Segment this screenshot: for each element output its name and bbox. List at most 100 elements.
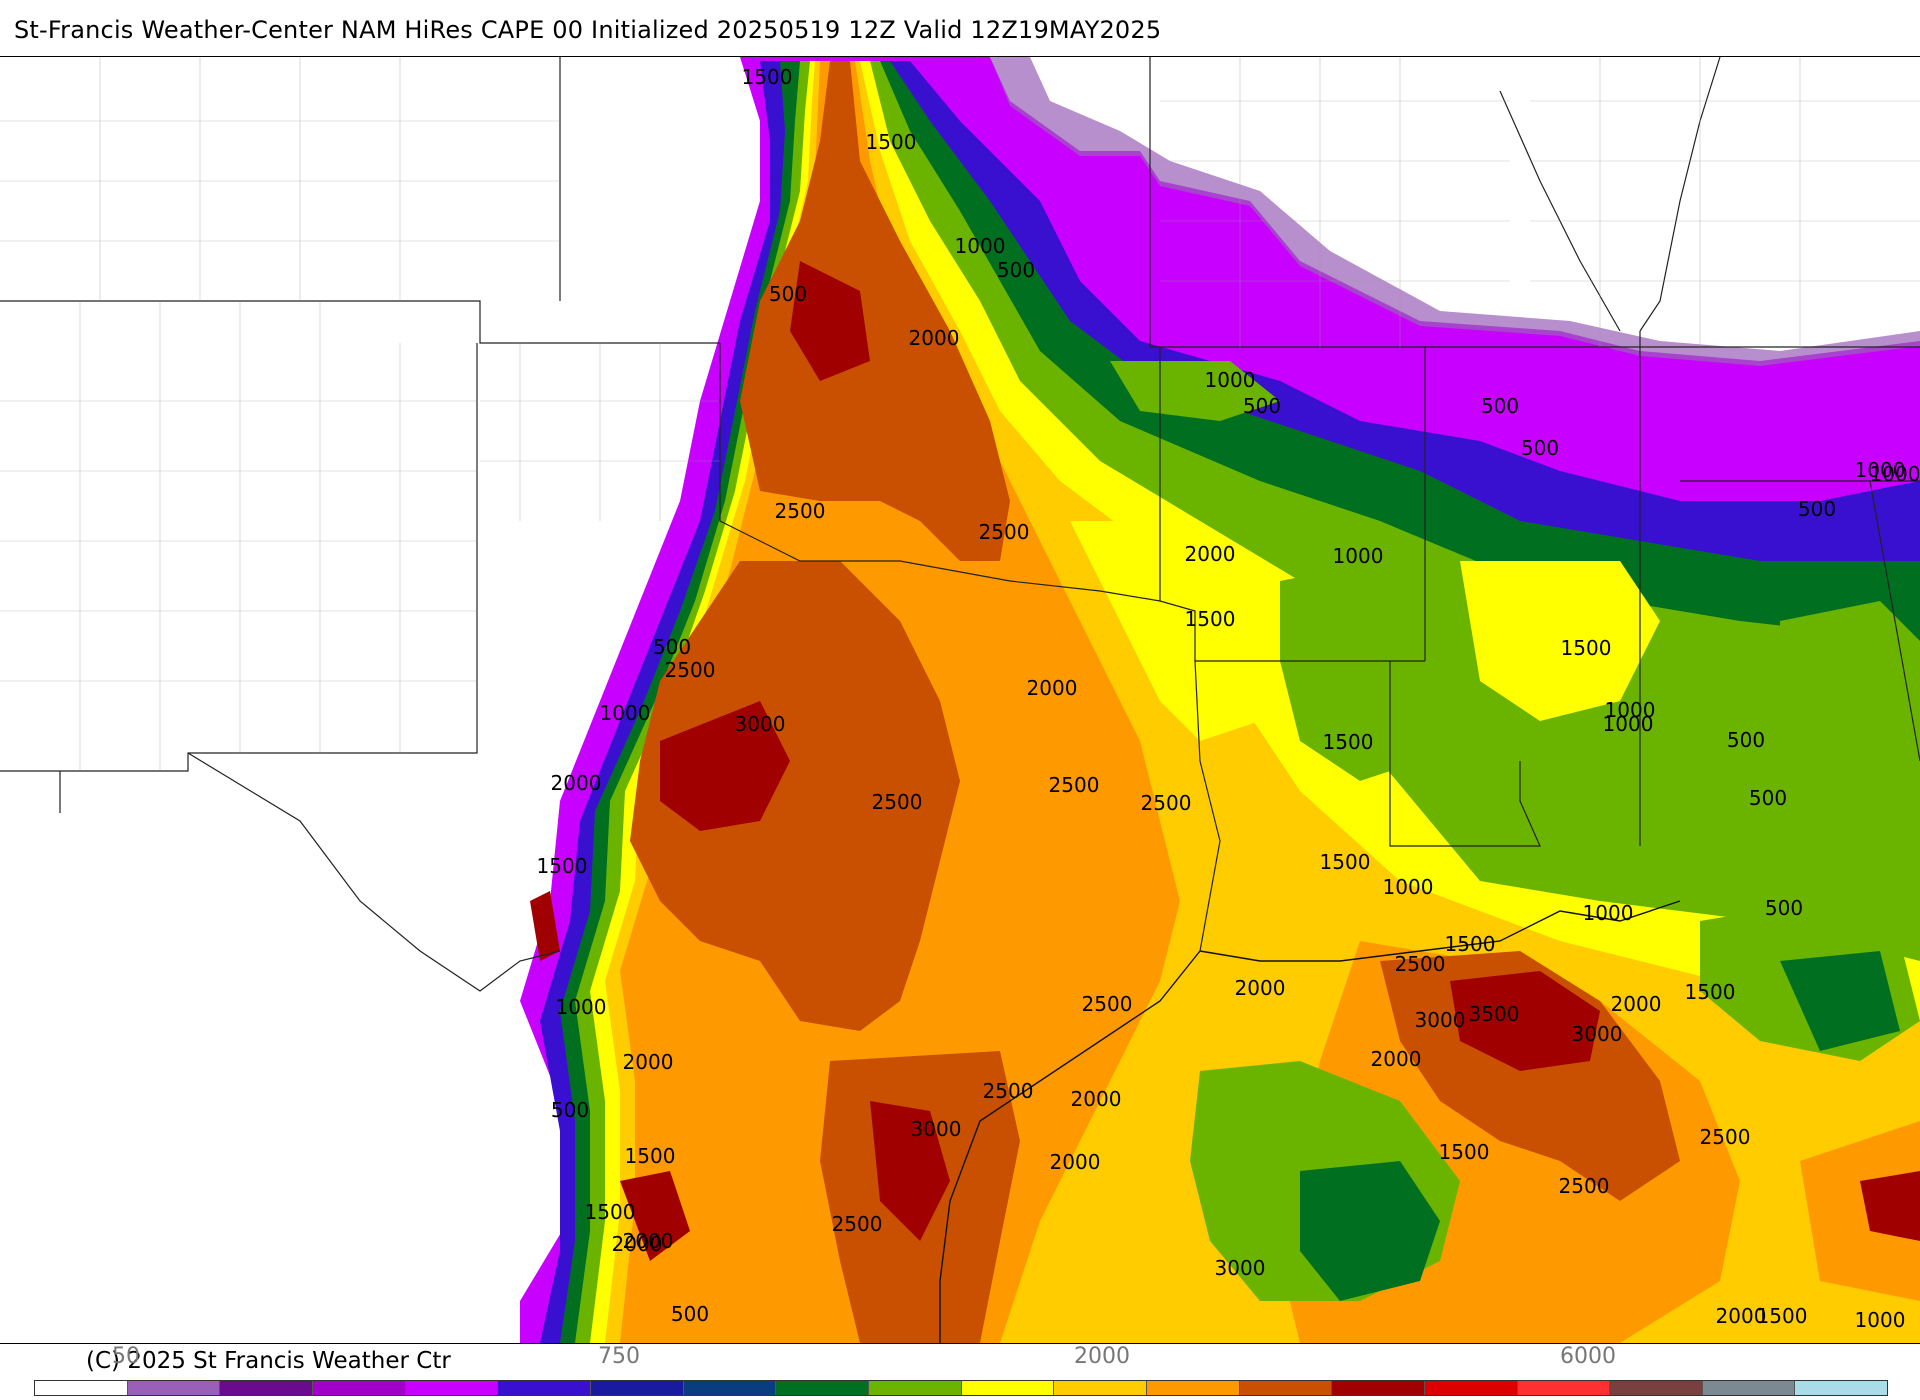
contour-label: 1000 bbox=[1855, 458, 1906, 482]
cape-darkred-2 bbox=[790, 261, 870, 381]
contour-label: 2500 bbox=[1082, 992, 1133, 1016]
contour-label: 3000 bbox=[1215, 1256, 1266, 1280]
legend-swatch bbox=[776, 1381, 869, 1395]
cape-shading bbox=[520, 57, 1920, 1343]
contour-label: 2500 bbox=[1395, 952, 1446, 976]
contour-label: 2500 bbox=[665, 658, 716, 682]
legend-swatch bbox=[590, 1381, 684, 1395]
cape-darkred-5 bbox=[620, 1171, 690, 1261]
contour-label: 500 bbox=[1521, 436, 1559, 460]
contour-label: 1500 bbox=[625, 1144, 676, 1168]
legend-swatch bbox=[683, 1381, 777, 1395]
contour-label: 1500 bbox=[1445, 932, 1496, 956]
contour-label: 1500 bbox=[537, 854, 588, 878]
contour-label: 500 bbox=[551, 1098, 589, 1122]
contour-label: 500 bbox=[769, 282, 807, 306]
contour-label: 3000 bbox=[1572, 1022, 1623, 1046]
contour-label: 500 bbox=[653, 635, 691, 659]
contour-label: 3000 bbox=[735, 712, 786, 736]
legend-swatch bbox=[961, 1381, 1055, 1395]
contour-label: 1500 bbox=[1685, 980, 1736, 1004]
contour-label: 2500 bbox=[872, 790, 923, 814]
cape-darkred-3 bbox=[870, 1101, 950, 1241]
legend-swatch bbox=[35, 1381, 128, 1395]
legend-tick-50: 50 bbox=[112, 1344, 140, 1369]
contour-label: 2000 bbox=[1371, 1047, 1422, 1071]
legend-swatch bbox=[127, 1381, 221, 1395]
contour-label: 2000 bbox=[1071, 1087, 1122, 1111]
cape-brown-north bbox=[740, 61, 1010, 561]
copyright-text: (C) 2025 St Francis Weather Ctr bbox=[86, 1348, 451, 1374]
legend-tick-750: 750 bbox=[598, 1344, 640, 1369]
contour-label: 500 bbox=[1765, 896, 1803, 920]
legend-tick-6000: 6000 bbox=[1560, 1344, 1616, 1369]
cape-darkred-7 bbox=[1860, 1171, 1920, 1241]
contour-label: 1000 bbox=[1333, 544, 1384, 568]
cape-orange-far-east bbox=[1800, 1121, 1920, 1301]
cape-darkred-6 bbox=[530, 891, 560, 961]
contour-label: 3000 bbox=[1415, 1008, 1466, 1032]
contour-label: 1500 bbox=[585, 1200, 636, 1224]
legend-swatch bbox=[1424, 1381, 1518, 1395]
contour-label: 500 bbox=[997, 258, 1035, 282]
contour-label: 1000 bbox=[1870, 462, 1920, 486]
contour-label: 1500 bbox=[1439, 1140, 1490, 1164]
cape-green-ok bbox=[1110, 361, 1280, 421]
contour-label: 2500 bbox=[1049, 773, 1100, 797]
cape-darkred-4 bbox=[1450, 971, 1600, 1071]
cape-green-louisiana bbox=[1280, 561, 1460, 781]
legend-swatch bbox=[1146, 1381, 1240, 1395]
contour-label: 1000 bbox=[556, 995, 607, 1019]
legend-swatch bbox=[1517, 1381, 1611, 1395]
contour-label: 500 bbox=[1481, 394, 1519, 418]
contour-label: 1000 bbox=[1583, 901, 1634, 925]
contour-label: 2500 bbox=[775, 499, 826, 523]
county-lines bbox=[0, 57, 1920, 771]
contour-label: 2000 bbox=[1050, 1150, 1101, 1174]
contour-label: 1000 bbox=[1603, 712, 1654, 736]
legend-swatch bbox=[1702, 1381, 1796, 1395]
contour-label: 1500 bbox=[1185, 607, 1236, 631]
legend-swatch bbox=[1332, 1381, 1425, 1395]
legend-swatch bbox=[498, 1381, 591, 1395]
map-title: St-Francis Weather-Center NAM HiRes CAPE… bbox=[14, 16, 1162, 44]
cape-darkgreen-east bbox=[1780, 951, 1900, 1051]
contour-label: 2000 bbox=[623, 1229, 674, 1253]
legend-swatch bbox=[1610, 1381, 1703, 1395]
contour-label: 2000 bbox=[1716, 1304, 1767, 1328]
cape-yellow-texas bbox=[1070, 521, 1280, 741]
contour-label: 3500 bbox=[1469, 1002, 1520, 1026]
cape-brown-east bbox=[1380, 951, 1680, 1201]
contour-label: 2000 bbox=[612, 1232, 663, 1256]
contour-label: 2500 bbox=[1141, 791, 1192, 815]
contour-label: 500 bbox=[671, 1302, 709, 1326]
contour-label: 1500 bbox=[1320, 850, 1371, 874]
contour-label: 1500 bbox=[866, 130, 917, 154]
contour-label: 500 bbox=[1727, 728, 1765, 752]
contour-label: 500 bbox=[1749, 786, 1787, 810]
contour-label: 1000 bbox=[955, 234, 1006, 258]
cape-darkgreen-gulf bbox=[1300, 1161, 1440, 1301]
contour-label: 3000 bbox=[911, 1117, 962, 1141]
contour-label: 2500 bbox=[983, 1079, 1034, 1103]
legend-tick-2000: 2000 bbox=[1074, 1344, 1130, 1369]
contour-label: 1000 bbox=[600, 701, 651, 725]
contour-label: 1000 bbox=[1383, 875, 1434, 899]
contour-label: 1500 bbox=[1323, 730, 1374, 754]
contour-label: 2500 bbox=[979, 520, 1030, 544]
legend-swatch bbox=[1239, 1381, 1333, 1395]
legend-swatch bbox=[1795, 1381, 1888, 1395]
contour-label: 1000 bbox=[1855, 1308, 1906, 1332]
contour-label: 1000 bbox=[1205, 368, 1256, 392]
contour-label: 500 bbox=[1798, 497, 1836, 521]
color-scale-legend bbox=[34, 1380, 1888, 1396]
contour-label: 1500 bbox=[1757, 1304, 1808, 1328]
cape-map[interactable]: 1500 1500 1000 500 500 2000 1000 500 500 500 1000 1… bbox=[0, 56, 1920, 1344]
contour-label: 2000 bbox=[623, 1050, 674, 1074]
legend-swatch bbox=[868, 1381, 962, 1395]
legend-swatch bbox=[312, 1381, 406, 1395]
contour-label: 2000 bbox=[1611, 992, 1662, 1016]
cape-green-ne bbox=[1780, 601, 1920, 781]
contour-label: 2000 bbox=[1185, 542, 1236, 566]
